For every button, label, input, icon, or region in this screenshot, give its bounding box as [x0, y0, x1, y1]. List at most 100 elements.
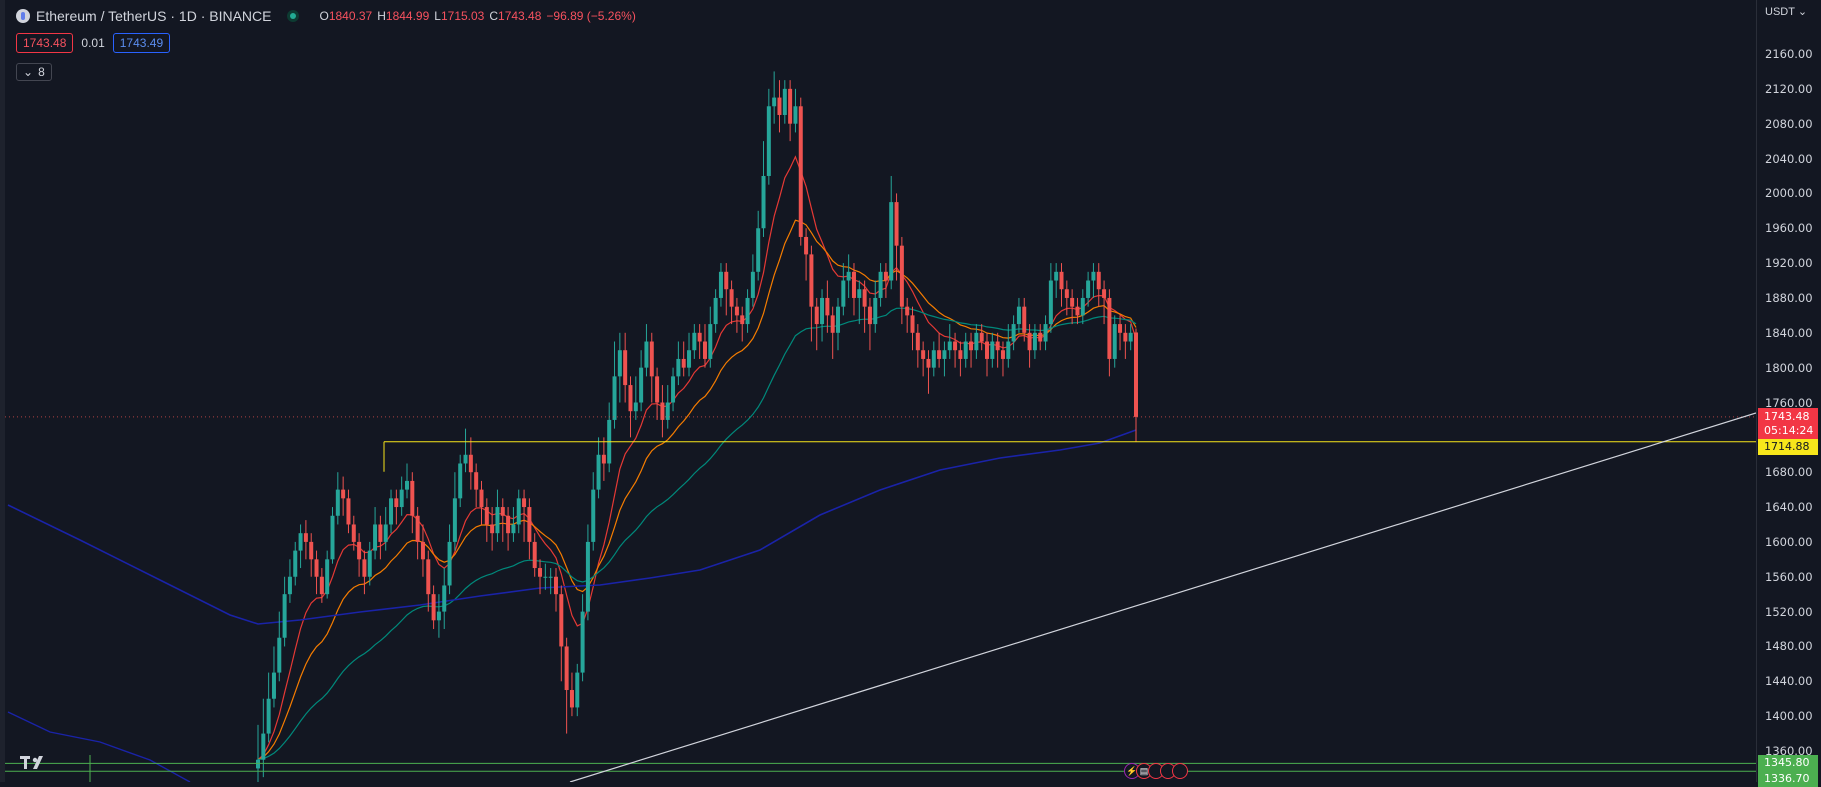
candle-body: [756, 228, 761, 272]
candle-body: [559, 594, 564, 647]
high-key: H: [377, 9, 386, 23]
candle-body: [474, 472, 479, 490]
candle-body: [708, 324, 713, 359]
candle-body: [926, 358, 931, 368]
candle-body: [404, 480, 409, 490]
last-price-value: 1743.48: [1764, 410, 1810, 423]
candle-body: [793, 106, 798, 124]
candle-body: [766, 106, 771, 176]
candle-body: [713, 297, 718, 325]
candle-body: [468, 454, 473, 473]
candle-body: [1006, 341, 1011, 359]
candle-body: [442, 585, 447, 612]
candle-body: [974, 332, 979, 351]
ema-line: [7, 711, 191, 782]
candle-body: [431, 594, 436, 621]
price-tick-label: 1560.00: [1765, 569, 1813, 584]
us-flag-event-icon[interactable]: [1172, 763, 1188, 779]
candle-body: [995, 341, 1000, 351]
price-tick-label: 1800.00: [1765, 360, 1813, 375]
price-tick-label: 2000.00: [1765, 186, 1813, 201]
candle-body: [947, 341, 952, 351]
currency-label: USDT: [1765, 6, 1795, 18]
tradingview-logo[interactable]: [20, 756, 50, 774]
candle-body: [1000, 350, 1005, 359]
candle-body: [389, 498, 394, 525]
candle-body: [681, 358, 686, 368]
candle-body: [1043, 324, 1048, 342]
candle-body: [825, 297, 830, 316]
price-axis[interactable]: USDT ⌄ 2160.00 2120.00 2080.00 2040.00 2000.…: [1756, 0, 1821, 787]
candle-body: [303, 533, 308, 542]
candle-body: [1102, 289, 1107, 298]
candle-body: [287, 576, 292, 595]
candle-body: [1027, 332, 1032, 351]
candle-body: [309, 541, 314, 560]
price-chart[interactable]: [0, 0, 1756, 782]
candle-body: [851, 271, 856, 298]
candle-body: [931, 350, 936, 368]
candle-body: [617, 350, 622, 377]
price-tick-label: 1960.00: [1765, 221, 1813, 236]
candle-body: [1016, 306, 1021, 325]
buy-price-button[interactable]: 1743.49: [112, 33, 171, 53]
sell-price-button[interactable]: 1743.48: [16, 33, 74, 53]
candle-body: [325, 559, 330, 595]
candle-body: [612, 376, 617, 420]
candle-body: [820, 297, 825, 325]
price-tick-label: 1600.00: [1765, 534, 1813, 549]
candle-body: [990, 341, 995, 359]
candle-body: [319, 576, 324, 595]
green-level-tag-1: 1345.80: [1758, 755, 1818, 771]
price-tick-label: 1840.00: [1765, 325, 1813, 340]
open-key: O: [319, 9, 329, 23]
candle-body: [538, 568, 543, 577]
candle-body: [399, 489, 404, 508]
chart-pane[interactable]: Ethereum / TetherUS · 1D · BINANCE O 1840…: [0, 0, 1756, 782]
price-tick-label: 1880.00: [1765, 290, 1813, 305]
candle-body: [436, 611, 441, 621]
candle-body: [394, 498, 399, 508]
candle-body: [367, 550, 372, 577]
candle-body: [479, 489, 484, 508]
candle-body: [841, 280, 846, 307]
market-status-icon[interactable]: [287, 10, 300, 22]
candle-body: [271, 672, 276, 699]
candle-body: [921, 350, 926, 359]
candle-body: [846, 271, 851, 281]
symbol-title[interactable]: Ethereum / TetherUS · 1D · BINANCE: [36, 8, 272, 24]
candle-body: [569, 690, 574, 708]
bar-countdown: 05:14:24: [1764, 424, 1814, 437]
candle-body: [623, 350, 628, 386]
candle-body: [782, 88, 787, 115]
candle-body: [942, 350, 947, 359]
candle-body: [809, 254, 814, 307]
candle-body: [553, 576, 558, 595]
candle-body: [1075, 306, 1080, 316]
open-value: 1840.37: [328, 9, 373, 23]
candle-body: [1096, 271, 1101, 290]
indicators-toggle-button[interactable]: ⌄ 8: [16, 63, 52, 81]
ema-line: [7, 429, 1137, 625]
price-change: −96.89 (−5.26%): [546, 9, 636, 23]
candle-body: [1091, 271, 1096, 281]
candle-body: [979, 332, 984, 342]
candle-body: [495, 507, 500, 534]
price-tick-label: 1400.00: [1765, 709, 1813, 724]
candle-body: [777, 97, 782, 115]
candle-body: [1038, 332, 1043, 342]
candle-body: [692, 332, 697, 351]
candle-body: [969, 341, 974, 351]
candle-body: [740, 315, 745, 325]
candle-body: [447, 541, 452, 586]
price-tick-label: 1920.00: [1765, 256, 1813, 271]
candle-body: [330, 515, 335, 560]
left-toolbar-edge: [0, 0, 5, 782]
candle-body: [963, 341, 968, 359]
currency-selector[interactable]: USDT ⌄: [1765, 5, 1807, 18]
candle-body: [463, 454, 468, 464]
candle-body: [1134, 332, 1138, 417]
candle-body: [1112, 324, 1117, 359]
candle-body: [490, 524, 495, 534]
candle-body: [601, 454, 606, 464]
